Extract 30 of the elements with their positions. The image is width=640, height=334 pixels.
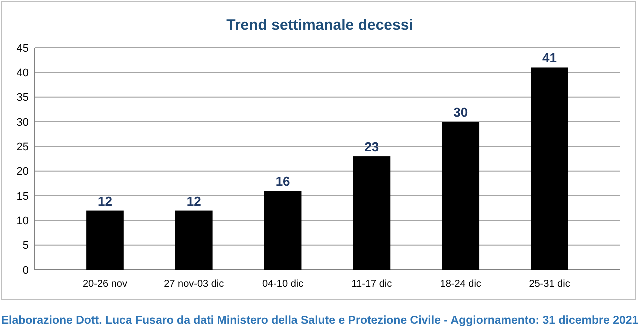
x-tick-label: 11-17 dic: [352, 279, 392, 290]
y-tick-label: 35: [16, 92, 29, 104]
x-tick-label: 04-10 dic: [262, 279, 304, 290]
text: Elaborazione Dott. Luca Fusaro da dati Ministero della Salute e Protezione Civile - Aggiornamento: 31 dicembre 2021: [1, 315, 640, 327]
y-tick-label: 10: [16, 216, 29, 228]
data-label: 23: [364, 140, 380, 155]
y-tick-label: 15: [16, 190, 29, 203]
bar: [86, 210, 124, 270]
y-tick-label: 0: [22, 264, 29, 277]
y-tick-label: 40: [16, 68, 29, 80]
y-tick-label: 45: [16, 42, 29, 55]
data-label: 16: [276, 174, 290, 190]
bar: [353, 156, 391, 270]
data-label: 41: [542, 50, 557, 66]
y-tick-label: 30: [16, 116, 29, 129]
data-label: 12: [186, 194, 202, 209]
bar: [531, 68, 568, 270]
bar: [442, 122, 480, 270]
bar: [175, 210, 213, 270]
y-tick-label: 25: [16, 142, 29, 154]
data-label: 30: [454, 105, 468, 120]
x-tick-label: 27 nov-03 dic: [164, 279, 224, 290]
chart-title: Trend settimanale decessi: [226, 17, 414, 34]
bar: [264, 191, 302, 270]
data-label: 12: [98, 194, 112, 209]
x-tick-label: 25-31 dic: [529, 279, 570, 290]
x-tick-label: 18-24 dic: [440, 279, 482, 290]
x-tick-label: 20-26 nov: [82, 279, 128, 290]
y-tick-label: 5: [22, 240, 29, 252]
y-tick-label: 20: [16, 166, 29, 178]
